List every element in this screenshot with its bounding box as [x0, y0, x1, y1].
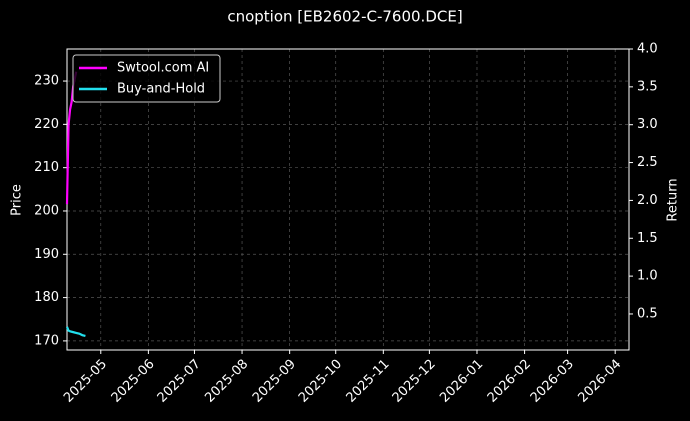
series-line [65, 326, 86, 337]
y-tick-label: 180 [34, 290, 59, 305]
x-tick-label: 2025-10 [296, 357, 345, 406]
x-tick-label: 2025-08 [202, 357, 251, 406]
x-tick-label: 2025-12 [390, 357, 439, 406]
x-tick-label: 2025-11 [344, 357, 393, 406]
x-tick-label: 2026-01 [437, 357, 486, 406]
y-tick-label: 210 [34, 160, 59, 175]
legend-label: Buy-and-Hold [117, 82, 205, 97]
y2-tick-label: 3.5 [637, 79, 658, 94]
x-tick-label: 2026-02 [485, 357, 534, 406]
legend-box [72, 54, 221, 103]
y2-tick-label: 4.0 [637, 42, 658, 57]
y2-tick-label: 1.0 [637, 269, 658, 284]
x-tick-label: 2025-05 [61, 357, 110, 406]
y2-tick-label: 2.5 [637, 155, 658, 170]
y-tick-label: 190 [34, 247, 59, 262]
y-tick-label: 230 [34, 74, 59, 89]
x-tick-label: 2025-07 [155, 357, 204, 406]
y2-tick-label: 0.5 [637, 306, 658, 321]
y2-tick-label: 2.0 [637, 193, 658, 208]
y-tick-label: 220 [34, 117, 59, 132]
x-tick-label: 2026-04 [575, 357, 624, 406]
y-axis-label: Price [10, 184, 25, 216]
y2-axis-label: Return [666, 178, 681, 221]
y2-tick-label: 3.0 [637, 117, 658, 132]
x-tick-label: 2025-06 [109, 357, 158, 406]
y2-tick-label: 1.5 [637, 231, 658, 246]
y-tick-label: 170 [34, 333, 59, 348]
chart-title: cnoption [EB2602-C-7600.DCE] [227, 8, 462, 26]
x-tick-label: 2026-03 [528, 357, 577, 406]
y-tick-label: 200 [34, 203, 59, 218]
legend-label: Swtool.com AI [117, 61, 209, 76]
x-tick-label: 2025-09 [250, 357, 299, 406]
